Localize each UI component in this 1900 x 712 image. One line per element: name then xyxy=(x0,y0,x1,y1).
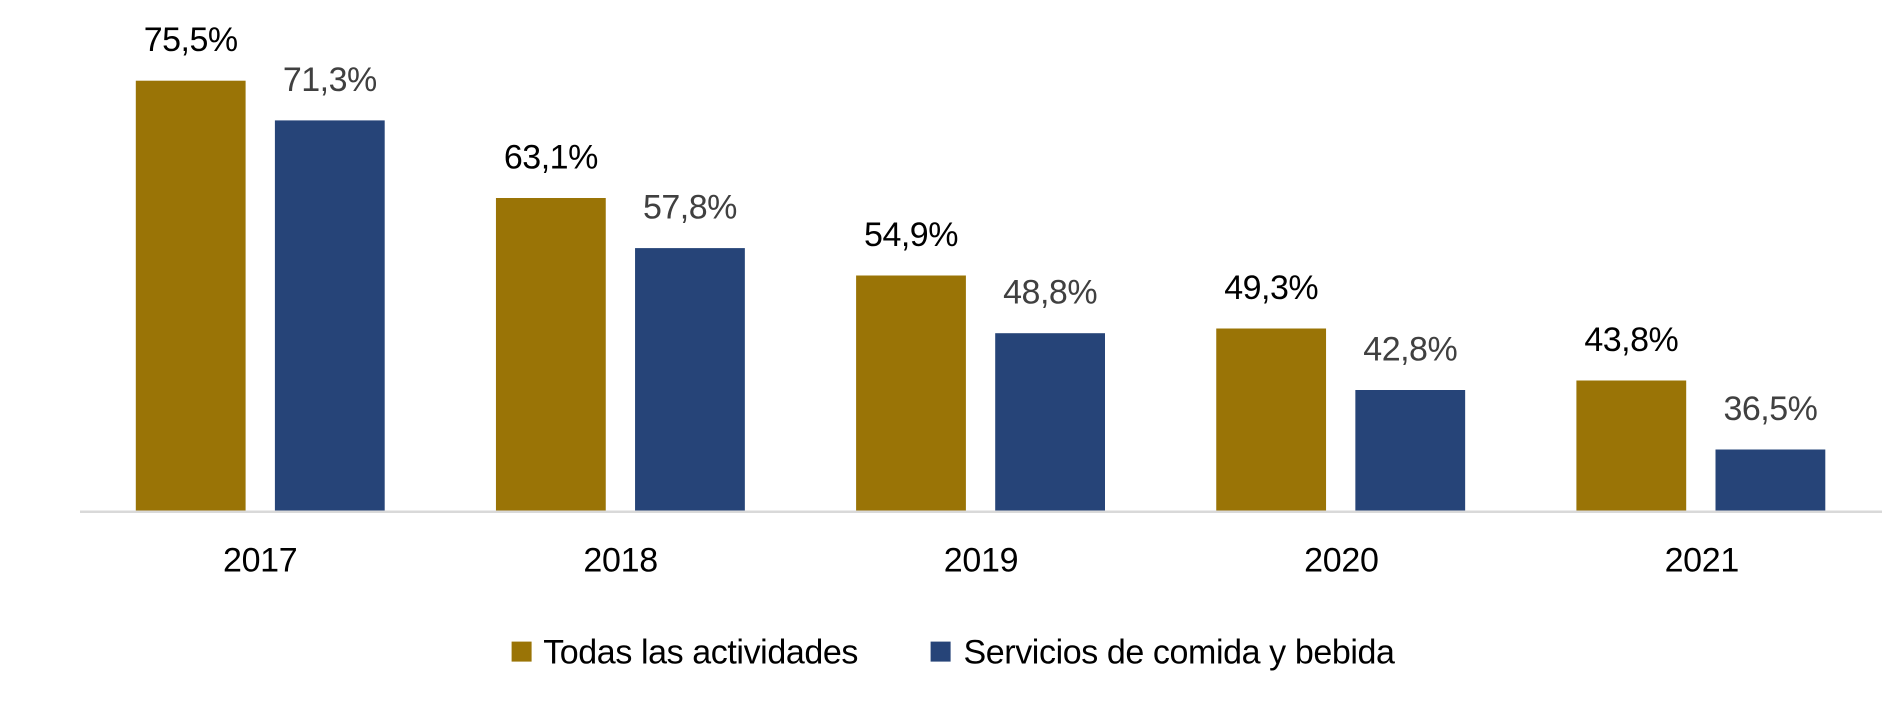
svg-text:49,3%: 49,3% xyxy=(1224,269,1318,307)
svg-text:42,8%: 42,8% xyxy=(1363,331,1457,369)
svg-text:Servicios de comida y bebida: Servicios de comida y bebida xyxy=(964,634,1396,672)
svg-text:54,9%: 54,9% xyxy=(864,216,958,254)
svg-text:43,8%: 43,8% xyxy=(1584,321,1678,359)
svg-text:2021: 2021 xyxy=(1665,541,1739,579)
svg-text:2017: 2017 xyxy=(223,541,297,579)
svg-text:2020: 2020 xyxy=(1304,541,1378,579)
svg-text:2018: 2018 xyxy=(583,541,657,579)
svg-text:36,5%: 36,5% xyxy=(1723,390,1817,428)
svg-text:63,1%: 63,1% xyxy=(504,139,598,177)
svg-text:75,5%: 75,5% xyxy=(144,21,238,59)
svg-text:Todas las actividades: Todas las actividades xyxy=(543,634,858,672)
svg-text:2019: 2019 xyxy=(944,541,1018,579)
svg-text:71,3%: 71,3% xyxy=(283,61,377,99)
svg-text:48,8%: 48,8% xyxy=(1003,274,1097,312)
svg-text:57,8%: 57,8% xyxy=(643,189,737,227)
